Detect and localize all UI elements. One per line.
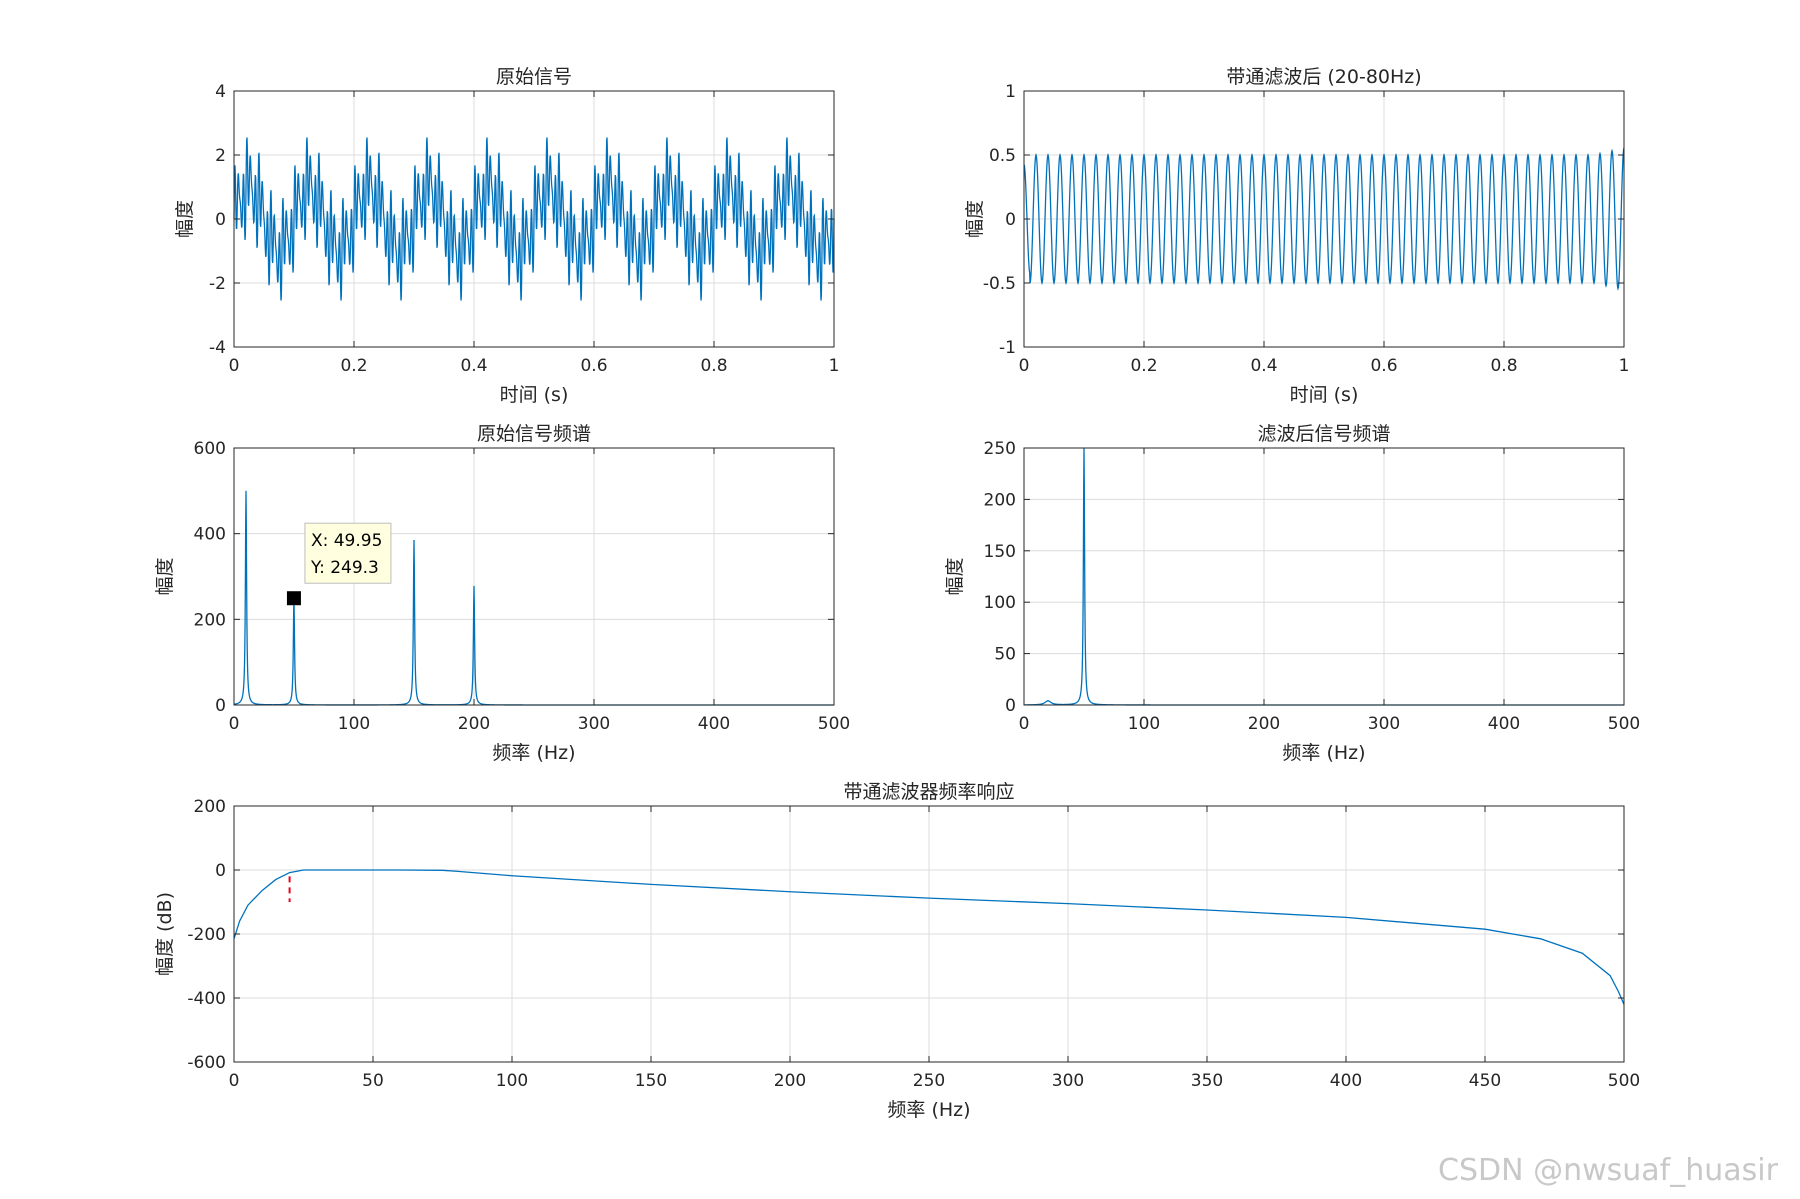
y-tick-label: 0.5 <box>989 146 1016 166</box>
y-tick-label: 250 <box>984 439 1016 459</box>
plot-filtered-signal: 0 0.2 0.4 0.6 0.8 1 -1 -0.5 0 0.5 1 带通滤波后 (20-80Hz)… <box>964 66 1629 406</box>
x-tick-label: 200 <box>458 714 490 734</box>
y-tick-label: 100 <box>984 593 1016 613</box>
x-tick-label: 0 <box>1019 356 1030 376</box>
y-tick-label: -1 <box>999 338 1016 358</box>
plot-filtered-spectrum: 0 100 200 300 400 500 0 50 100 150 200 250 滤波后信号频谱频率… <box>944 423 1640 764</box>
x-axis-label: 时间 (s) <box>500 384 569 406</box>
datatip-y: Y: 249.3 <box>310 558 379 578</box>
y-axis-label: 幅度 <box>944 557 966 595</box>
chart-title: 带通滤波后 (20-80Hz) <box>1226 66 1421 88</box>
datatip-marker <box>286 591 301 606</box>
x-tick-label: 0.8 <box>700 356 727 376</box>
x-tick-label: 400 <box>1488 714 1520 734</box>
x-tick-label: 300 <box>1052 1071 1084 1091</box>
x-tick-label: 150 <box>635 1071 667 1091</box>
datatip-box <box>304 522 392 584</box>
x-tick-label: 100 <box>496 1071 528 1091</box>
y-tick-label: 2 <box>215 146 226 166</box>
y-tick-label: 600 <box>194 439 226 459</box>
x-tick-label: 500 <box>818 714 850 734</box>
x-tick-label: 300 <box>578 714 610 734</box>
y-tick-label: 1 <box>1005 82 1016 102</box>
axes-box <box>233 447 835 706</box>
x-tick-label: 0.6 <box>1370 356 1397 376</box>
series-line <box>233 137 835 301</box>
plot-filter-response: 0 50 100 150 200 250 300 350 400 450 500 -600 -400 -2… <box>154 781 1640 1121</box>
y-tick-label: 4 <box>215 82 226 102</box>
x-tick-label: 0 <box>1019 714 1030 734</box>
x-axis-label: 时间 (s) <box>1290 384 1359 406</box>
series-line <box>233 869 1625 1005</box>
chart-title: 滤波后信号频谱 <box>1257 423 1390 445</box>
y-tick-label: -600 <box>187 1053 226 1073</box>
x-tick-label: 500 <box>1608 1071 1640 1091</box>
x-tick-label: 0.2 <box>1130 356 1157 376</box>
y-tick-label: 150 <box>984 542 1016 562</box>
x-tick-label: 0.2 <box>340 356 367 376</box>
x-tick-label: 100 <box>1128 714 1160 734</box>
x-tick-label: 0.8 <box>1490 356 1517 376</box>
x-tick-label: 50 <box>362 1071 384 1091</box>
chart-title: 原始信号 <box>496 66 572 88</box>
y-tick-label: -200 <box>187 925 226 945</box>
x-tick-label: 0.4 <box>1250 356 1277 376</box>
axes-box <box>1023 447 1625 706</box>
y-axis-label: 幅度 <box>154 557 176 595</box>
watermark: CSDN @nwsuaf_huasir <box>1438 1153 1779 1188</box>
y-tick-label: 0 <box>1005 696 1016 716</box>
x-tick-label: 0 <box>229 356 240 376</box>
y-tick-label: 50 <box>994 645 1016 665</box>
x-axis-label: 频率 (Hz) <box>492 742 575 764</box>
datatip-x: X: 49.95 <box>311 531 382 551</box>
x-tick-label: 400 <box>698 714 730 734</box>
x-tick-label: 0.6 <box>580 356 607 376</box>
y-tick-label: 200 <box>194 610 226 630</box>
y-tick-label: 200 <box>984 490 1016 510</box>
x-tick-label: 400 <box>1330 1071 1362 1091</box>
y-tick-label: -2 <box>209 274 226 294</box>
y-tick-label: -4 <box>209 338 226 358</box>
x-axis-label: 频率 (Hz) <box>887 1099 970 1121</box>
y-tick-label: -0.5 <box>983 274 1016 294</box>
x-tick-label: 200 <box>1248 714 1280 734</box>
x-tick-label: 1 <box>829 356 840 376</box>
x-tick-label: 250 <box>913 1071 945 1091</box>
chart-title: 带通滤波器频率响应 <box>843 781 1014 803</box>
y-tick-label: 0 <box>215 861 226 881</box>
x-tick-label: 0 <box>229 714 240 734</box>
y-tick-label: 400 <box>194 525 226 545</box>
x-tick-label: 500 <box>1608 714 1640 734</box>
series-line <box>1023 147 1625 291</box>
y-tick-label: 200 <box>194 797 226 817</box>
y-tick-label: -400 <box>187 989 226 1009</box>
x-tick-label: 300 <box>1368 714 1400 734</box>
x-axis-label: 频率 (Hz) <box>1282 742 1365 764</box>
chart-title: 原始信号频谱 <box>477 423 591 445</box>
y-tick-label: 0 <box>215 696 226 716</box>
x-tick-label: 200 <box>774 1071 806 1091</box>
x-tick-label: 1 <box>1619 356 1630 376</box>
y-axis-label: 幅度 <box>174 200 196 238</box>
y-axis-label: 幅度 (dB) <box>154 892 176 976</box>
series-line <box>1024 447 1624 706</box>
y-tick-label: 0 <box>215 210 226 230</box>
y-tick-label: 0 <box>1005 210 1016 230</box>
x-tick-label: 0.4 <box>460 356 487 376</box>
x-tick-label: 0 <box>229 1071 240 1091</box>
x-tick-label: 350 <box>1191 1071 1223 1091</box>
y-axis-label: 幅度 <box>964 200 986 238</box>
x-tick-label: 450 <box>1469 1071 1501 1091</box>
x-tick-label: 100 <box>338 714 370 734</box>
